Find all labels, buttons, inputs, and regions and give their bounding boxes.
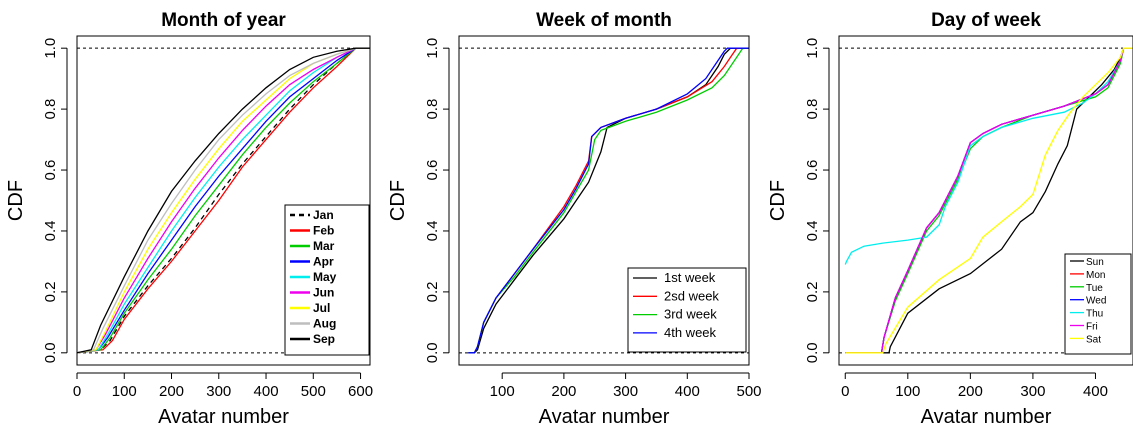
series-line-mar (77, 47, 370, 354)
x-axis-label: Avatar number (158, 406, 289, 428)
x-tick-label: 0 (73, 383, 81, 400)
legend-label: Tue (1086, 283, 1103, 294)
series-line-aug (77, 47, 370, 354)
y-tick-label: 0.0 (804, 342, 821, 363)
chart-title: Week of month (536, 10, 672, 31)
x-tick-label: 400 (1083, 383, 1108, 400)
x-tick-label: 200 (958, 383, 983, 400)
legend-label: May (313, 270, 337, 284)
legend-label: Feb (313, 224, 334, 238)
chart-title: Day of week (931, 10, 1041, 31)
legend-label: 4th week (664, 325, 717, 340)
x-tick-label: 300 (613, 383, 638, 400)
legend-label: Thu (1086, 309, 1103, 320)
legend-box (1064, 253, 1132, 355)
x-tick-label: 100 (490, 383, 515, 400)
series-line-thu (844, 47, 1133, 265)
series-group (468, 47, 749, 354)
y-tick-label: 0.6 (804, 160, 821, 181)
chart-panel-1: Month of year 0 100 200 300 400 500 600 Avatar n… (5, 10, 373, 428)
y-tick-label: 0.4 (42, 221, 59, 242)
series-line-apr (77, 47, 370, 354)
legend-label: Fri (1086, 322, 1098, 333)
legend: 1st week 2sd week 3rd week 4th week (627, 267, 747, 353)
y-tick-label: 0.8 (42, 99, 59, 120)
x-tick-label: 600 (348, 383, 373, 400)
series-line-jun (77, 47, 370, 354)
y-tick-label: 0.2 (42, 281, 59, 302)
chart-title: Month of year (161, 10, 286, 31)
legend-label: Jul (313, 301, 330, 315)
x-tick-label: 200 (159, 383, 184, 400)
y-axis-label: CDF (387, 180, 409, 221)
series-line-4th-week (468, 47, 749, 354)
legend-label: Aug (313, 317, 336, 331)
series-line-jan (77, 47, 370, 354)
series-line-tue (845, 47, 1133, 354)
legend-label: Mon (1086, 270, 1105, 281)
x-tick-label: 300 (1020, 383, 1045, 400)
y-tick-label: 0.2 (424, 281, 441, 302)
y-tick-label: 0.6 (424, 160, 441, 181)
y-tick-label: 0.4 (804, 221, 821, 242)
legend-label: Wed (1086, 296, 1106, 307)
legend-label: 3rd week (664, 307, 717, 322)
legend-label: 2sd week (664, 288, 719, 303)
y-tick-label: 0.0 (42, 342, 59, 363)
x-tick-label: 400 (675, 383, 700, 400)
x-tick-label: 100 (112, 383, 137, 400)
series-line-feb (77, 47, 370, 354)
legend-box (627, 267, 747, 353)
x-tick-label: 0 (841, 383, 849, 400)
series-line-sun (845, 47, 1133, 354)
series-group (77, 47, 370, 354)
series-line-fri (845, 47, 1133, 354)
y-tick-label: 0.4 (424, 221, 441, 242)
y-tick-label: 0.8 (424, 99, 441, 120)
y-tick-label: 0.2 (804, 281, 821, 302)
legend-label: Jan (313, 208, 334, 222)
y-axis-label: CDF (767, 180, 789, 221)
x-tick-label: 200 (551, 383, 576, 400)
legend-label: Mar (313, 239, 335, 253)
plot-frame (76, 35, 371, 366)
y-tick-label: 0.8 (804, 99, 821, 120)
series-line-sep (77, 47, 370, 354)
x-axis-label: Avatar number (539, 406, 670, 428)
legend-label: Sun (1086, 257, 1104, 268)
series-line-may (77, 47, 370, 354)
x-axis-label: Avatar number (921, 406, 1052, 428)
legend-label: Sep (313, 332, 335, 346)
chart-panel-2: Week of month 100 200 300 400 500 Avatar numbe… (387, 10, 762, 428)
legend-label: 1st week (664, 270, 716, 285)
chart-panel-3: Day of week 0 100 200 300 400 Avatar number 0.0… (767, 10, 1133, 428)
plot-frame (838, 35, 1133, 366)
y-tick-label: 0.6 (42, 160, 59, 181)
series-group (844, 47, 1133, 354)
legend-label: Sat (1086, 334, 1101, 345)
y-tick-label: 1.0 (424, 38, 441, 59)
legend-label: Jun (313, 286, 334, 300)
x-tick-label: 500 (301, 383, 326, 400)
y-tick-label: 0.0 (424, 342, 441, 363)
series-line-1st-week (468, 47, 749, 354)
x-tick-label: 400 (254, 383, 279, 400)
series-line-sat (845, 47, 1133, 354)
y-axis-label: CDF (5, 180, 27, 221)
x-tick-label: 100 (895, 383, 920, 400)
x-tick-label: 500 (736, 383, 761, 400)
legend-label: Apr (313, 255, 334, 269)
x-tick-label: 300 (206, 383, 231, 400)
y-tick-label: 1.0 (804, 38, 821, 59)
y-tick-label: 1.0 (42, 38, 59, 59)
plot-frame (458, 35, 750, 366)
